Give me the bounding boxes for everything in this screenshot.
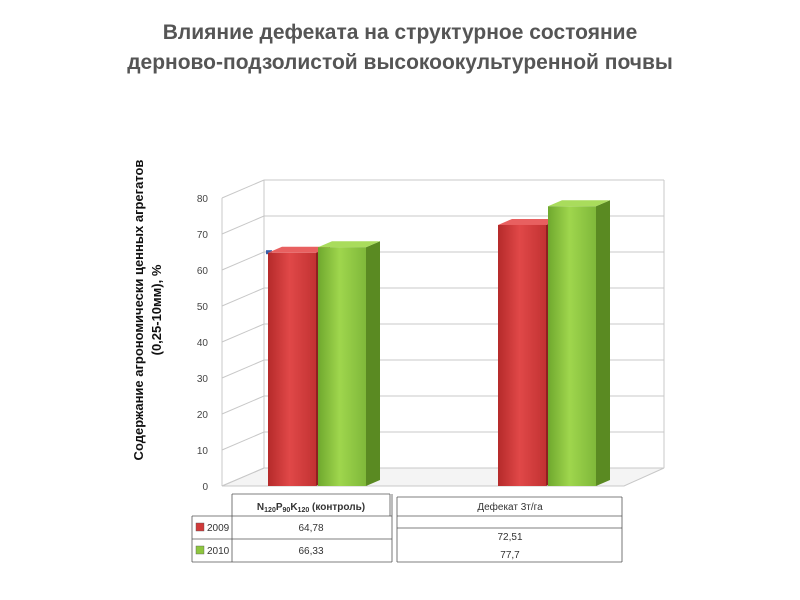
- category-label-part: P: [276, 502, 283, 513]
- bar-2010-0: [318, 247, 366, 486]
- title-line-1: Влияние дефеката на структурное состояни…: [162, 21, 638, 44]
- y-tick-label: 0: [202, 482, 208, 493]
- legend-label-2010: 2010: [207, 546, 230, 557]
- bar-top: [498, 218, 560, 225]
- category-label-part: (контроль): [309, 502, 365, 513]
- bar-side: [596, 200, 610, 486]
- y-tick-label: 60: [197, 266, 209, 277]
- category-label-part: N: [257, 502, 264, 513]
- data-label-2010-1: 77,7: [500, 550, 520, 561]
- category-label-part: Дефекат 3т/га: [477, 501, 543, 513]
- bar-top: [268, 246, 330, 253]
- category-label-1: Дефекат 3т/га: [477, 501, 543, 513]
- legend-swatch-2010: [195, 545, 205, 555]
- legend-label-2009: 2009: [207, 523, 230, 534]
- y-tick-label: 80: [197, 194, 209, 205]
- y-tick-label: 50: [197, 302, 209, 313]
- legend-swatch-2009: [195, 522, 205, 532]
- data-table: N120​P90​K120​ (контроль) Дефекат 3т/га 20…: [191, 493, 623, 563]
- category-label-part: 120: [264, 507, 276, 514]
- bar-2009-0: [268, 252, 316, 486]
- y-tick-label: 40: [197, 338, 209, 349]
- bar-top: [318, 241, 380, 248]
- gridline-diag: [221, 179, 265, 199]
- data-label-2009-1: 72,51: [497, 532, 522, 543]
- data-label-2010-0: 66,33: [298, 546, 323, 557]
- y-tick-label: 10: [197, 446, 209, 457]
- gridline-diag: [221, 287, 265, 307]
- y-tick-label: 70: [197, 230, 209, 241]
- bar-2010-1: [548, 206, 596, 486]
- category-label-part: K: [290, 502, 298, 513]
- title-line-2: дерново-подзолистой высокоокультуренной …: [127, 51, 673, 74]
- bar-side: [366, 241, 380, 486]
- gridline-diag: [221, 395, 265, 415]
- gridline-diag: [221, 215, 265, 235]
- y-tick-label: 20: [197, 410, 209, 421]
- y-tick-label: 30: [197, 374, 209, 385]
- gridline-diag: [221, 359, 265, 379]
- bar-top: [548, 200, 610, 207]
- data-label-2009-0: 64,78: [298, 523, 323, 534]
- gridline-diag: [221, 323, 265, 343]
- category-label-part: 90: [283, 507, 291, 514]
- category-label-0: N120​P90​K120​ (контроль): [257, 502, 365, 514]
- bar-2009-1: [498, 224, 546, 487]
- gridline-diag: [221, 467, 265, 487]
- series-marker: [266, 250, 272, 255]
- bars-layer: [266, 200, 610, 487]
- gridline-diag: [221, 431, 265, 451]
- category-label-part: 120: [298, 507, 310, 514]
- gridline-diag: [221, 251, 265, 271]
- chart-title: Влияние дефеката на структурное состояни…: [0, 18, 800, 78]
